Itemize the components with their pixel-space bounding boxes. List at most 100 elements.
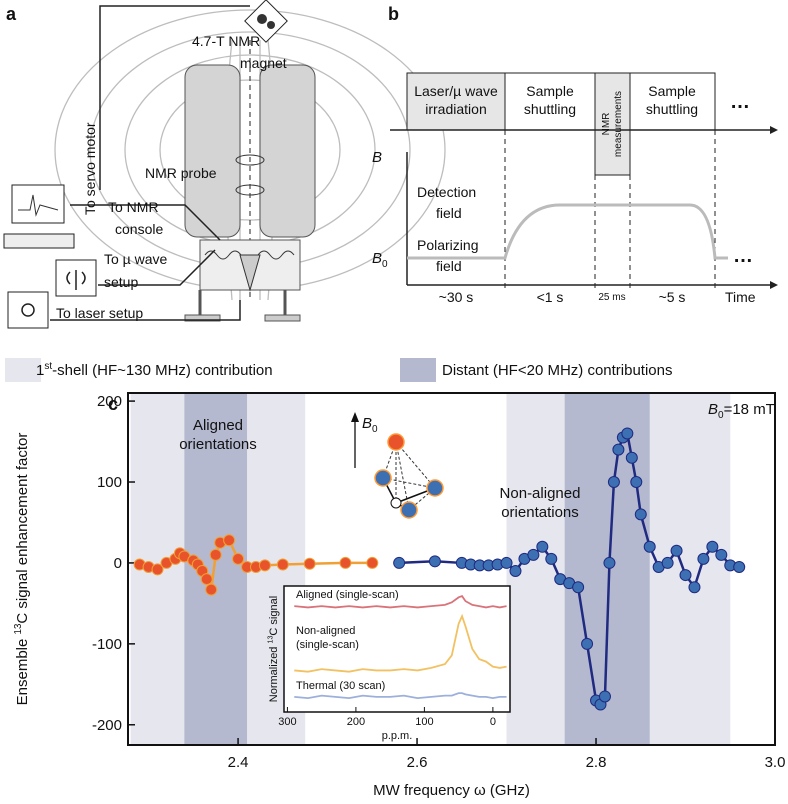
nv-center: [374, 433, 444, 519]
y-tick-label: -100: [92, 636, 122, 653]
step-label: shuttling: [646, 101, 698, 117]
axis-label: Ensemble 13C signal enhancement factor: [13, 433, 31, 706]
x-tick-label: 0: [490, 716, 496, 728]
band: [564, 393, 650, 745]
microwave-label: setup: [104, 274, 138, 290]
data-point: [697, 552, 710, 565]
data-point: [634, 508, 647, 521]
spectrum: [294, 692, 507, 700]
label-part: B: [708, 401, 718, 418]
panel-label: b: [388, 4, 399, 24]
magnet-right: [259, 64, 316, 238]
data-point: [232, 552, 245, 565]
detection-label: field: [436, 205, 462, 221]
magnet-label: 4.7-T NMR: [192, 33, 260, 49]
main-chart: 2.4 2.6 2.8 3.0 -200 -100 0 100 200 MW frequency …: [13, 392, 786, 799]
microwave-label: To µ wave: [104, 251, 168, 267]
data-point: [688, 581, 701, 594]
step-label: Sample: [648, 83, 696, 99]
data-point: [661, 556, 674, 569]
data-point: [223, 534, 236, 547]
legend-swatch: [400, 358, 436, 382]
duration: ~30 s: [439, 289, 474, 305]
laser-icon: [7, 291, 49, 329]
legend-label: 1st-shell (HF~130 MHz) contribution: [36, 361, 273, 379]
data-point: [706, 540, 719, 553]
probe-label: NMR probe: [145, 165, 217, 181]
data-point: [276, 558, 289, 571]
atom: [387, 433, 405, 451]
y-tick-label: 0: [114, 555, 122, 572]
data-point: [428, 555, 441, 568]
series-label: Thermal (30 scan): [296, 680, 385, 692]
step-label: NMR: [601, 113, 612, 136]
data-point: [393, 556, 406, 569]
console-label: console: [115, 221, 163, 237]
data-point: [612, 443, 625, 456]
atom: [374, 469, 392, 487]
data-point: [603, 556, 616, 569]
data-point: [598, 690, 611, 703]
data-point: [209, 548, 222, 561]
atom: [426, 479, 444, 497]
step-label: irradiation: [425, 101, 486, 117]
computer-icon: [11, 184, 65, 224]
console-label: To NMR: [108, 199, 159, 215]
panel-label: a: [6, 4, 17, 24]
x-tick-label: 300: [278, 716, 296, 728]
magnet-left: [184, 64, 241, 238]
annotation: B0: [362, 415, 378, 435]
label-part: Ensemble: [14, 634, 31, 705]
data-point: [715, 548, 728, 561]
spectrum: [294, 613, 507, 673]
step-label: Laser/µ wave: [414, 83, 498, 99]
label-part: 0: [718, 410, 724, 421]
duration: ~5 s: [659, 289, 686, 305]
duration: <1 s: [537, 289, 564, 305]
data-point: [670, 544, 683, 557]
plot-frame: [127, 392, 776, 746]
vacancy: [390, 497, 402, 509]
b-axis-label: B: [372, 149, 382, 166]
servo-label: To servo motor: [82, 122, 98, 215]
inset-chart: 300 200 100 0 p.p.m. Normalized 13C signal Ali…: [267, 585, 511, 742]
step-label: measurements: [613, 91, 624, 157]
b0-label: B0: [372, 250, 388, 270]
magnet-label: magnet: [240, 55, 287, 71]
data-point: [643, 540, 656, 553]
data-point: [527, 548, 540, 561]
data-point: [303, 557, 316, 570]
data-point: [630, 476, 643, 489]
laser-label: To laser setup: [56, 305, 143, 321]
annotation: orientations: [179, 436, 257, 453]
series-label: Non-aligned: [296, 625, 355, 637]
data-point: [545, 552, 558, 565]
annotation: Non-aligned: [500, 485, 581, 502]
data-point: [205, 583, 218, 596]
label-part: =18 mT: [724, 401, 775, 418]
label-part: 13: [13, 624, 24, 635]
annotation: B0=18 mT: [708, 401, 775, 421]
legend: 1st-shell (HF~130 MHz) contribution Dist…: [5, 358, 673, 382]
x-tick-label: 2.6: [407, 754, 428, 771]
time-label: Time: [725, 289, 756, 305]
label-part: 13: [267, 636, 275, 644]
x-tick-label: 200: [347, 716, 365, 728]
series-label: Aligned (single-scan): [296, 589, 399, 601]
data-point: [733, 560, 746, 573]
y-tick-label: -200: [92, 717, 122, 734]
x-tick-label: 2.4: [228, 754, 249, 771]
polarizing-label: Polarizing: [417, 237, 478, 253]
data-point: [625, 451, 638, 464]
polarizing-label: field: [436, 258, 462, 274]
y-tick-label: 200: [97, 393, 122, 410]
legend-swatch: [5, 358, 41, 382]
arrow-head: [351, 412, 359, 422]
ellipsis: …: [733, 245, 753, 267]
data-point: [621, 427, 634, 440]
duration: 25 ms: [598, 292, 625, 303]
panel-b: b Laser/µ wave irradiation Sample shuttl…: [372, 4, 778, 305]
x-axis-label: MW frequency ω (GHz): [373, 782, 530, 799]
x-tick-label: 3.0: [765, 754, 786, 771]
label-part: B: [362, 415, 372, 432]
